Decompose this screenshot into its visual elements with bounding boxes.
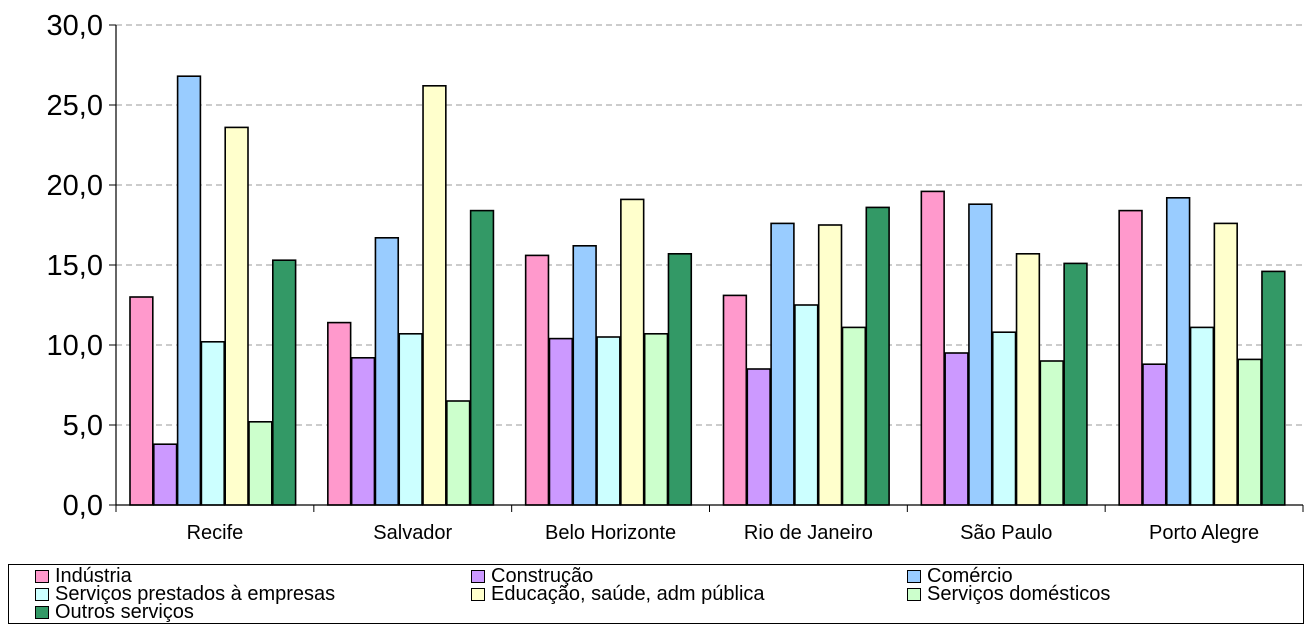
x-tick-label: Rio de Janeiro <box>744 522 873 544</box>
legend: Indústria Construção Comércio Serviços p… <box>8 564 1304 624</box>
bar <box>526 255 549 505</box>
y-tick-label: 25,0 <box>47 90 103 122</box>
x-tick-label: Salvador <box>373 522 452 544</box>
legend-swatch-comercio <box>907 570 921 583</box>
bar <box>1143 364 1166 505</box>
bar <box>819 225 842 505</box>
bar <box>352 358 375 505</box>
legend-item-educacao: Educação, saúde, adm pública <box>471 586 765 602</box>
bar <box>843 327 866 505</box>
bar <box>1167 198 1190 505</box>
y-tick-label: 15,0 <box>47 250 103 282</box>
legend-swatch-servicos-domesticos <box>907 588 921 601</box>
bar <box>1040 361 1063 505</box>
legend-swatch-outros-servicos <box>35 606 49 619</box>
bar <box>423 86 446 505</box>
bar <box>597 337 620 505</box>
legend-item-servicos-empresas: Serviços prestados à empresas <box>35 586 335 602</box>
bar <box>273 260 296 505</box>
bar <box>471 211 494 505</box>
bar <box>201 342 224 505</box>
bar <box>573 246 596 505</box>
bar <box>645 334 668 505</box>
bar <box>1214 223 1237 505</box>
legend-label: Serviços domésticos <box>927 586 1110 602</box>
legend-swatch-construcao <box>471 570 485 583</box>
legend-label: Outros serviços <box>55 604 194 620</box>
bar <box>969 204 992 505</box>
bar <box>921 191 944 505</box>
y-tick-label: 20,0 <box>47 170 103 202</box>
legend-item-industria: Indústria <box>35 568 132 584</box>
legend-label: Indústria <box>55 568 132 584</box>
y-tick-label: 0,0 <box>63 490 103 522</box>
bar <box>795 305 818 505</box>
bar <box>1017 254 1040 505</box>
bar-chart: 0,0 5,0 10,0 15,0 20,0 25,0 30,0 Recife Salvador… <box>0 0 1307 565</box>
bar <box>178 76 201 505</box>
bar <box>375 238 398 505</box>
bar <box>549 339 572 505</box>
bar <box>1119 211 1142 505</box>
bar <box>993 332 1016 505</box>
x-tick-label: Belo Horizonte <box>545 522 676 544</box>
bar <box>399 334 422 505</box>
bar <box>1064 263 1087 505</box>
legend-item-outros-servicos: Outros serviços <box>35 604 194 620</box>
legend-swatch-industria <box>35 570 49 583</box>
bar <box>747 369 770 505</box>
bar <box>249 422 272 505</box>
x-tick-label: Recife <box>187 522 244 544</box>
bar <box>328 323 351 505</box>
legend-label: Educação, saúde, adm pública <box>491 586 765 602</box>
legend-item-servicos-domesticos: Serviços domésticos <box>907 586 1110 602</box>
y-tick-label: 10,0 <box>47 330 103 362</box>
bar <box>225 127 248 505</box>
legend-swatch-educacao <box>471 588 485 601</box>
legend-item-comercio: Comércio <box>907 568 1013 584</box>
bar <box>771 223 794 505</box>
bar <box>154 444 177 505</box>
bar <box>447 401 470 505</box>
y-tick-label: 5,0 <box>63 410 103 442</box>
x-tick-label: Porto Alegre <box>1149 522 1259 544</box>
bar <box>668 254 691 505</box>
bar <box>866 207 889 505</box>
bar <box>1262 271 1285 505</box>
bar <box>724 295 747 505</box>
legend-label: Comércio <box>927 568 1013 584</box>
bar <box>130 297 153 505</box>
legend-label: Serviços prestados à empresas <box>55 586 335 602</box>
legend-item-construcao: Construção <box>471 568 593 584</box>
legend-label: Construção <box>491 568 593 584</box>
y-tick-label: 30,0 <box>47 10 103 42</box>
bar <box>945 353 968 505</box>
bar <box>621 199 644 505</box>
legend-swatch-servicos-empresas <box>35 588 49 601</box>
x-tick-label: São Paulo <box>960 522 1052 544</box>
bar <box>1191 327 1214 505</box>
bar <box>1238 359 1261 505</box>
